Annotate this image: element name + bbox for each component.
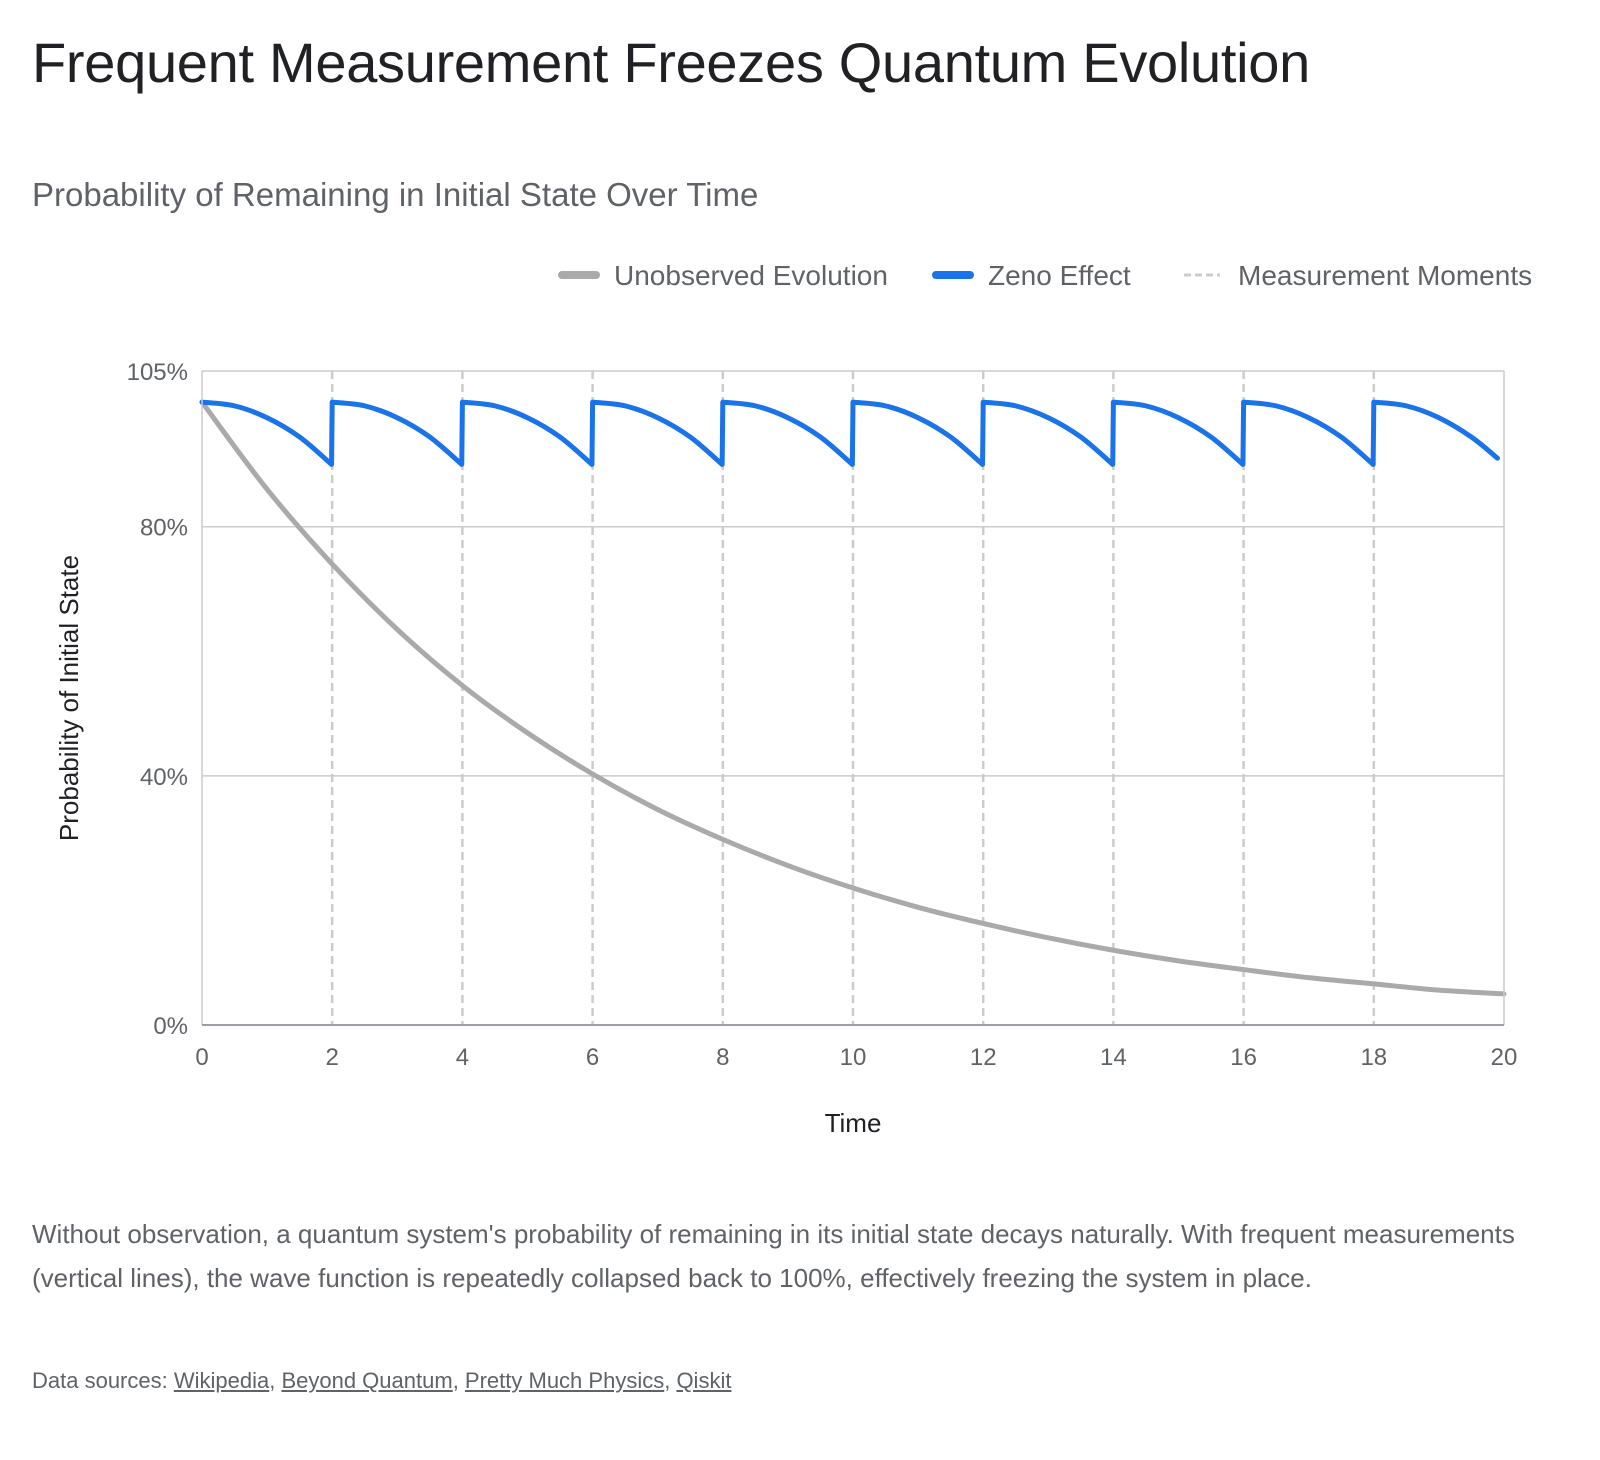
y-tick-label: 105% bbox=[127, 359, 188, 386]
x-tick-label: 2 bbox=[326, 1044, 339, 1071]
y-tick-label: 40% bbox=[140, 764, 188, 791]
axes bbox=[201, 371, 1505, 1026]
series-lines bbox=[199, 399, 1507, 997]
measurement-lines bbox=[330, 371, 1376, 1025]
data-sources: Data sources: Wikipedia, Beyond Quantum,… bbox=[32, 1368, 732, 1393]
x-tick-label: 10 bbox=[840, 1044, 867, 1071]
x-tick-label: 14 bbox=[1100, 1044, 1127, 1071]
y-axis-title: Probability of Initial State bbox=[54, 555, 84, 841]
tick-labels: 0% 40% 80% 105% 0 2 4 6 8 10 12 14 16 18 20 bbox=[127, 359, 1518, 1071]
chart-title: Frequent Measurement Freezes Quantum Evo… bbox=[32, 31, 1310, 94]
legend-label-zeno: Zeno Effect bbox=[988, 260, 1131, 291]
x-tick-label: 20 bbox=[1491, 1044, 1518, 1071]
series-line-zeno bbox=[199, 399, 1500, 467]
legend-label-unobserved: Unobserved Evolution bbox=[614, 260, 888, 291]
x-tick-label: 0 bbox=[195, 1044, 208, 1071]
legend-item-unobserved[interactable]: Unobserved Evolution bbox=[558, 260, 888, 291]
source-link-qiskit[interactable]: Qiskit bbox=[676, 1368, 732, 1393]
y-tick-label: 0% bbox=[153, 1013, 188, 1040]
x-tick-label: 12 bbox=[970, 1044, 997, 1071]
caption-text: Without observation, a quantum system's … bbox=[32, 1219, 1515, 1293]
legend-label-measurement: Measurement Moments bbox=[1238, 260, 1532, 291]
chart-subtitle: Probability of Remaining in Initial Stat… bbox=[32, 176, 759, 213]
legend-item-zeno[interactable]: Zeno Effect bbox=[932, 260, 1131, 291]
x-tick-label: 16 bbox=[1230, 1044, 1257, 1071]
legend: Unobserved Evolution Zeno Effect Measure… bbox=[558, 260, 1532, 291]
x-tick-label: 6 bbox=[586, 1044, 599, 1071]
chart-area: Unobserved Evolution Zeno Effect Measure… bbox=[54, 260, 1532, 1138]
source-link-pretty-much-physics[interactable]: Pretty Much Physics bbox=[464, 1368, 665, 1393]
source-link-wikipedia[interactable]: Wikipedia bbox=[173, 1368, 270, 1393]
source-link-beyond-quantum[interactable]: Beyond Quantum bbox=[281, 1368, 453, 1393]
x-tick-label: 8 bbox=[716, 1044, 729, 1071]
legend-item-measurement[interactable]: Measurement Moments bbox=[1184, 260, 1532, 291]
x-tick-label: 18 bbox=[1360, 1044, 1387, 1071]
x-axis-title: Time bbox=[825, 1108, 882, 1138]
sources-prefix: Data sources: bbox=[32, 1368, 174, 1393]
x-tick-label: 4 bbox=[456, 1044, 469, 1071]
series-line-unobserved bbox=[199, 399, 1507, 997]
y-tick-label: 80% bbox=[140, 515, 188, 542]
